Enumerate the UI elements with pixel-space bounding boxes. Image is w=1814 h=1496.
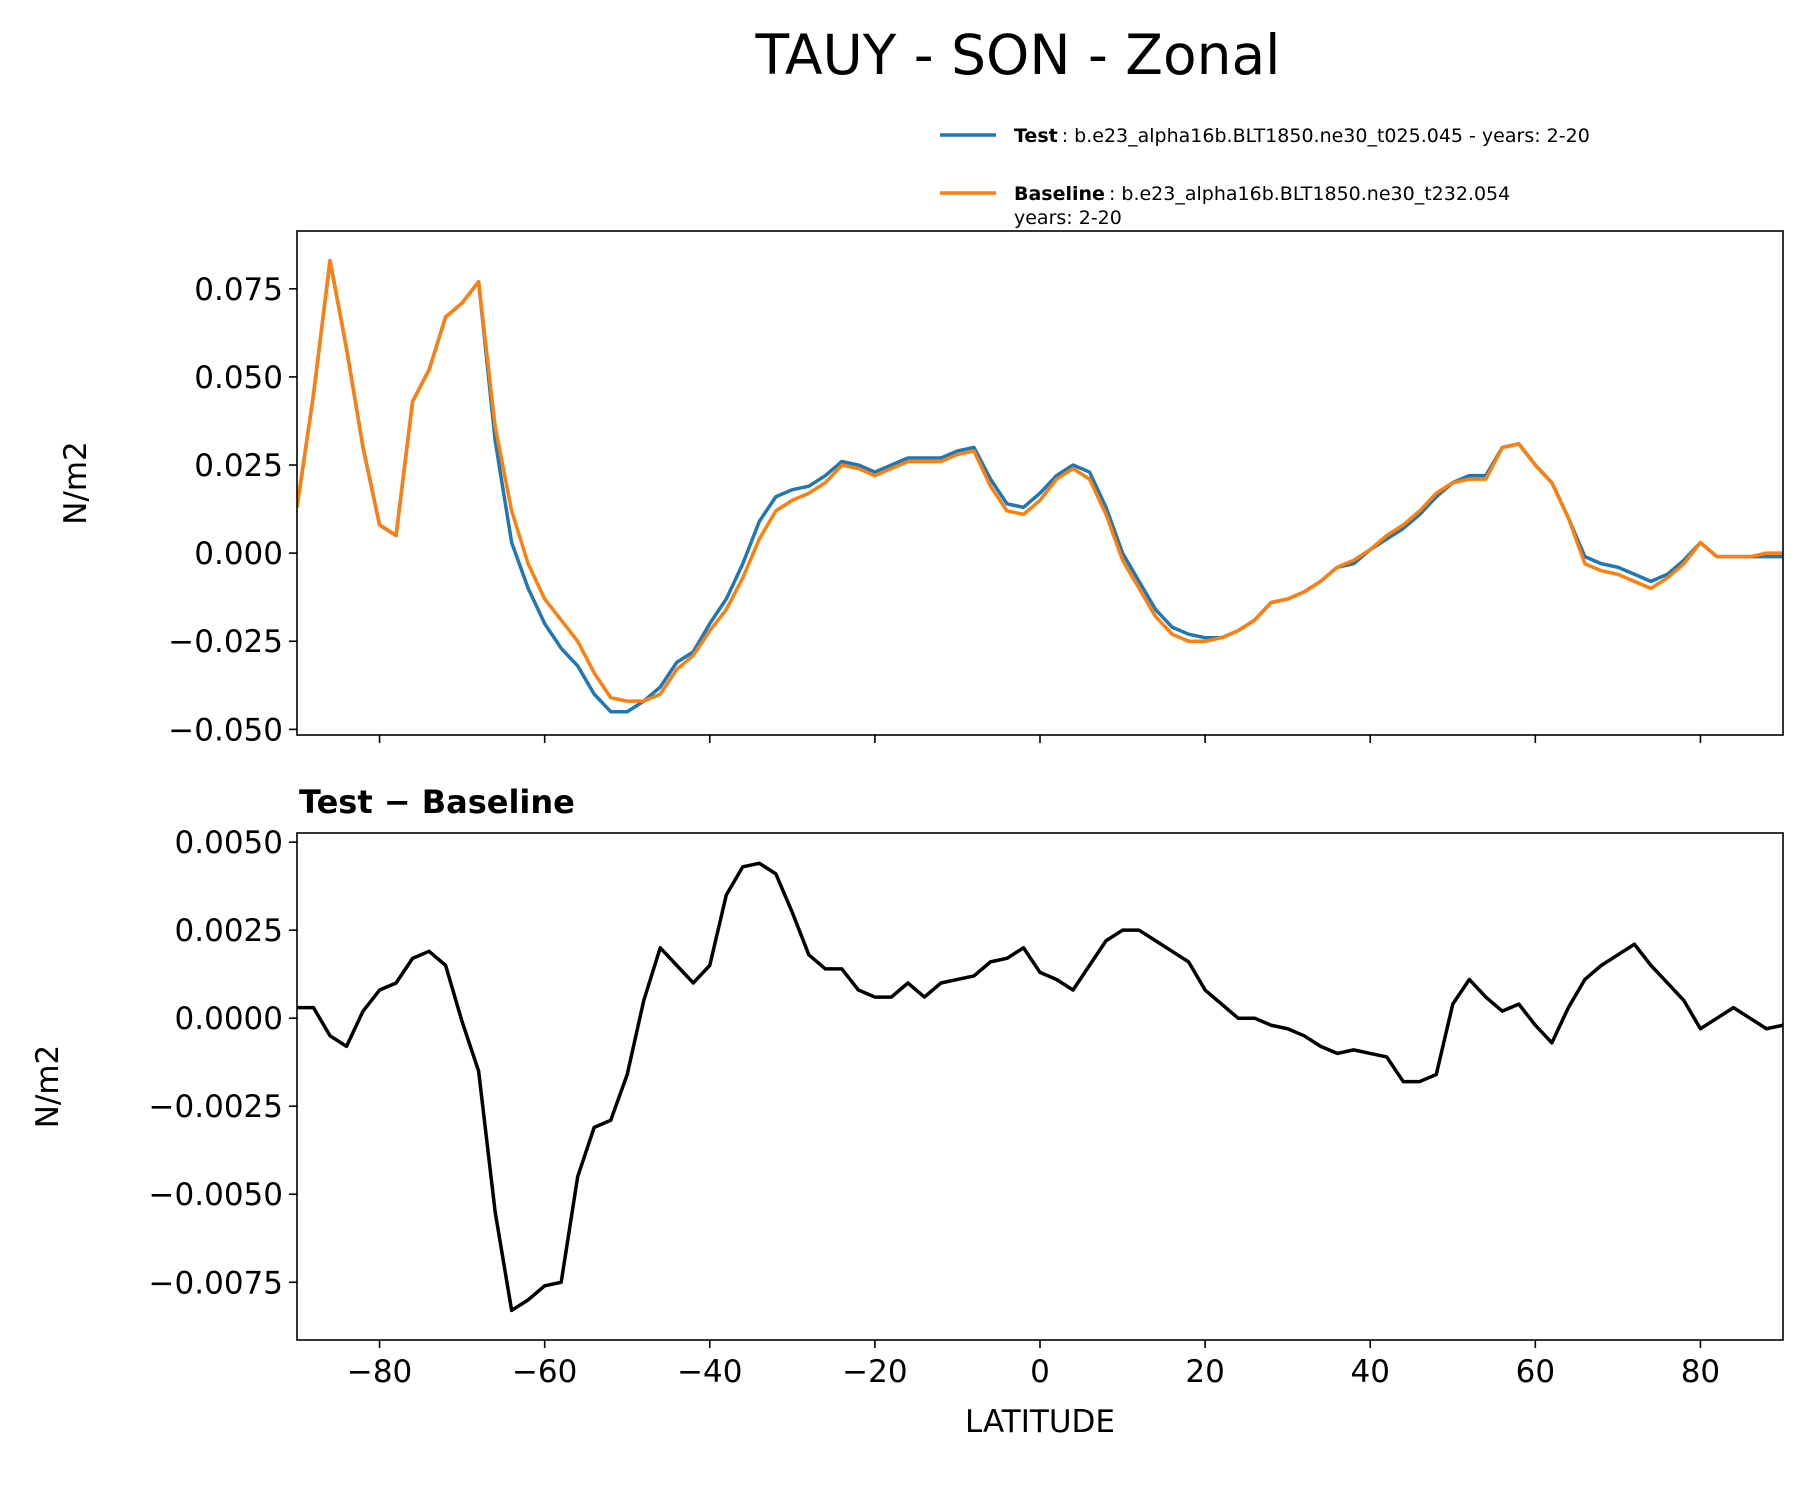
y-tick-label: 0.075 [194, 272, 283, 308]
x-tick-label: 20 [1185, 1354, 1224, 1390]
y-tick-label: −0.0075 [149, 1265, 283, 1301]
y-axis-label: N/m2 [58, 441, 94, 525]
x-tick-label: 80 [1681, 1354, 1720, 1390]
y-tick-label: 0.0000 [175, 1001, 283, 1037]
legend-text: years: 2-20 [1014, 207, 1122, 229]
x-tick-label: −80 [347, 1354, 412, 1390]
x-tick-label: −40 [677, 1354, 742, 1390]
y-tick-label: 0.050 [194, 360, 283, 396]
y-tick-label: 0.0025 [175, 913, 283, 949]
x-tick-label: 40 [1350, 1354, 1389, 1390]
y-tick-label: 0.000 [194, 536, 283, 572]
y-tick-label: −0.050 [168, 712, 283, 748]
legend-name: Test [1014, 125, 1058, 147]
x-axis-label: LATITUDE [965, 1404, 1115, 1440]
y-tick-label: −0.025 [168, 624, 283, 660]
line-series [297, 861, 1783, 1313]
legend-label: Test: b.e23_alpha16b.BLT1850.ne30_t025.0… [1014, 125, 1590, 147]
plot-frame [296, 832, 1784, 1341]
y-tick-label: 0.025 [194, 448, 283, 484]
y-axis-label: N/m2 [30, 1045, 66, 1129]
y-tick-label: −0.0025 [149, 1089, 283, 1125]
chart-subtitle: Test − Baseline [299, 783, 575, 821]
legend-label: Baseline: b.e23_alpha16b.BLT1850.ne30_t2… [1014, 183, 1510, 205]
legend-text: : b.e23_alpha16b.BLT1850.ne30_t025.045 -… [1062, 125, 1590, 147]
x-tick-label: −20 [842, 1354, 907, 1390]
line-series [297, 258, 1783, 703]
plot-frame [296, 230, 1784, 736]
y-tick-label: −0.0050 [149, 1177, 283, 1213]
x-tick-label: 0 [1030, 1354, 1050, 1390]
y-tick-label: 0.0050 [175, 825, 283, 861]
legend-name: Baseline [1014, 183, 1105, 205]
x-tick-label: −60 [512, 1354, 577, 1390]
legend-text: : b.e23_alpha16b.BLT1850.ne30_t232.054 [1109, 183, 1510, 205]
x-tick-label: 60 [1516, 1354, 1555, 1390]
chart-title: TAUY - SON - Zonal [755, 23, 1281, 87]
